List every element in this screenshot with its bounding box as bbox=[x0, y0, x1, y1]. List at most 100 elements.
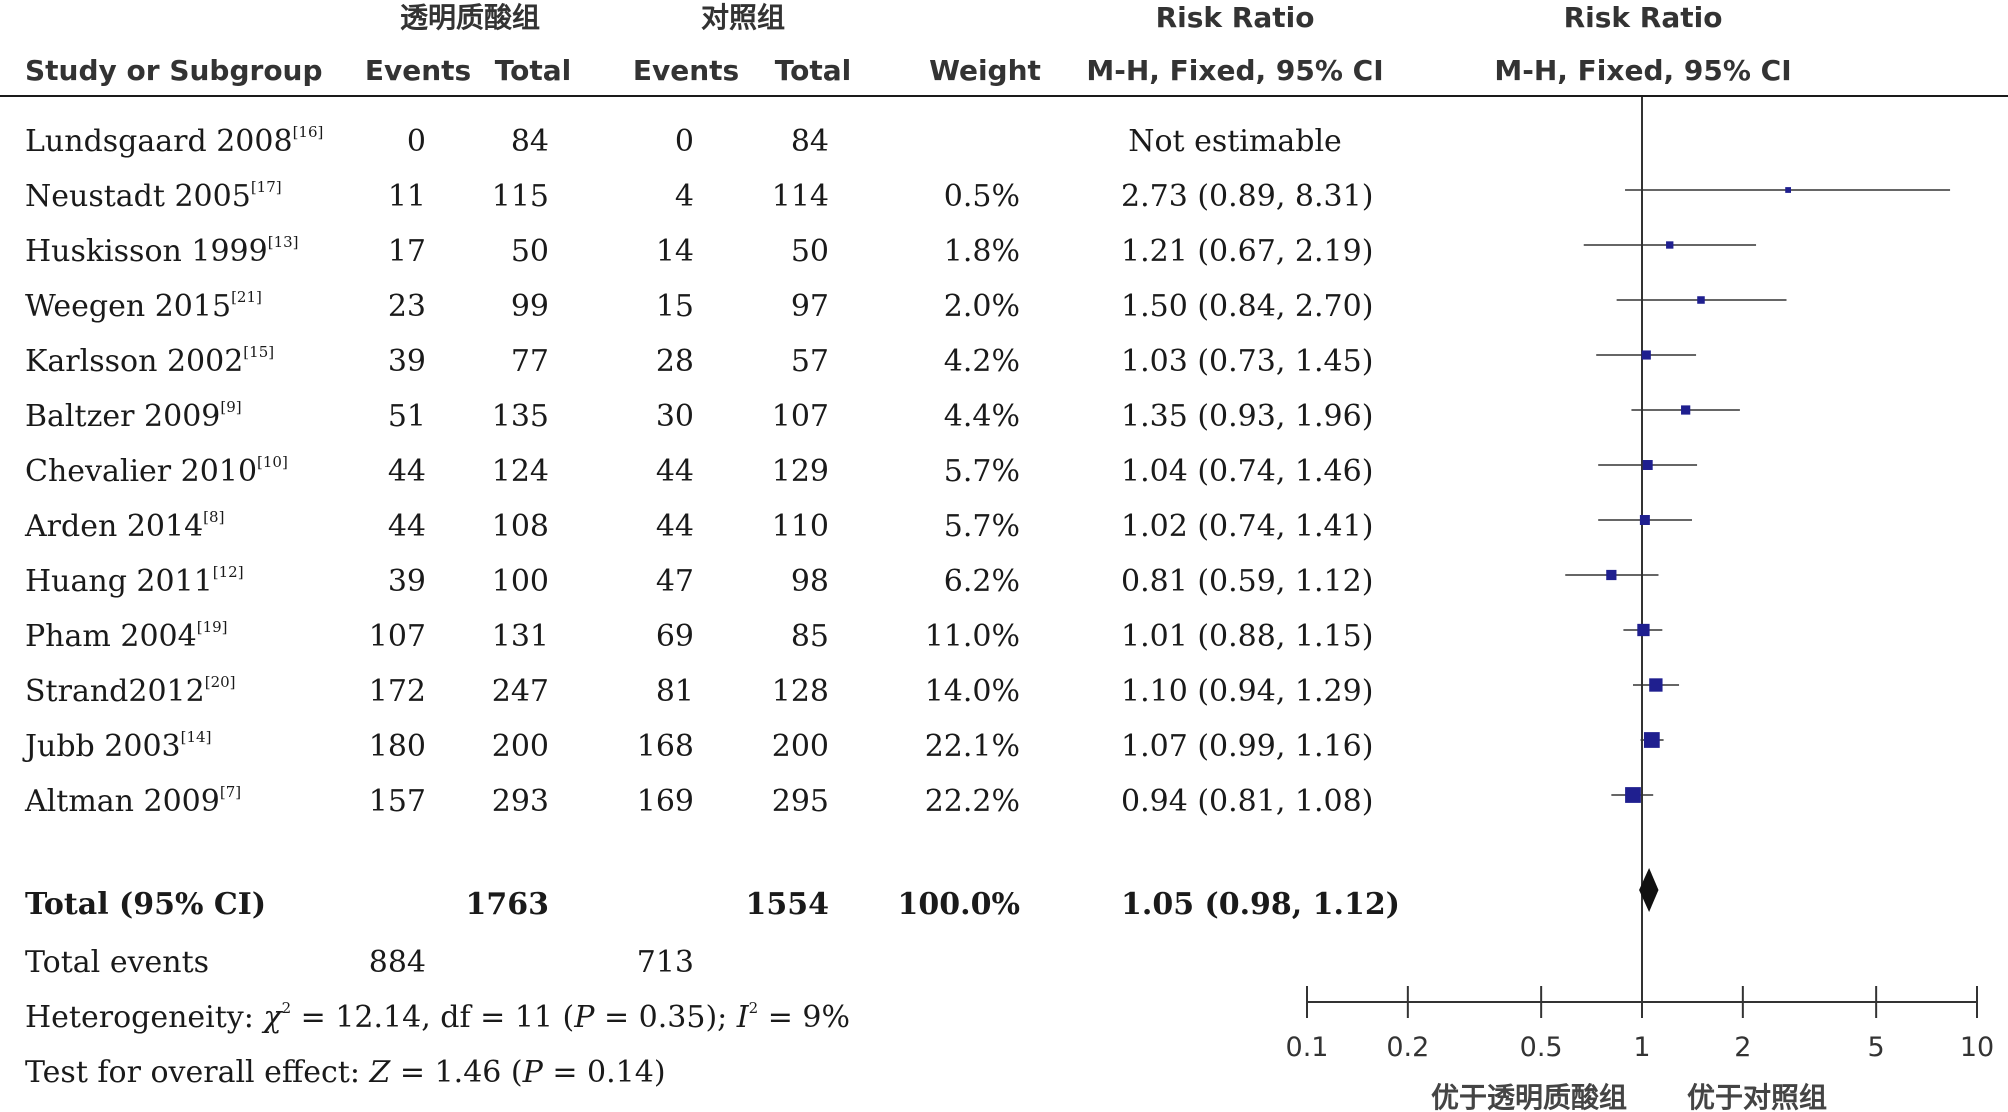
events1-cell: 157 bbox=[368, 784, 426, 819]
risk-ratio-cell: 1.01 (0.88, 1.15) bbox=[1121, 619, 1374, 654]
events1-cell: 44 bbox=[387, 509, 426, 544]
tick-label: 1 bbox=[1633, 1032, 1650, 1063]
reference-number: [14] bbox=[180, 728, 212, 746]
total2-cell: 97 bbox=[790, 289, 829, 324]
total1-header: Total bbox=[494, 54, 572, 87]
total2-cell: 129 bbox=[771, 454, 829, 489]
total2-cell: 98 bbox=[790, 564, 829, 599]
study-header: Study or Subgroup bbox=[25, 54, 323, 87]
risk-ratio-table-header: Risk Ratio bbox=[1155, 1, 1315, 34]
favors-right-label: 优于对照组 bbox=[1687, 1081, 1827, 1112]
study-name: Strand2012[20] bbox=[25, 673, 236, 709]
overall-effect-text: Test for overall effect: Z = 1.46 (P = 0… bbox=[25, 1055, 666, 1090]
weight-cell: 5.7% bbox=[943, 509, 1020, 544]
total1-cell: 84 bbox=[510, 124, 549, 159]
tick-label: 10 bbox=[1960, 1032, 1994, 1063]
events1-cell: 17 bbox=[387, 234, 426, 269]
total2-cell: 84 bbox=[790, 124, 829, 159]
total1-cell: 77 bbox=[510, 344, 549, 379]
study-name: Lundsgaard 2008[16] bbox=[25, 123, 324, 159]
risk-ratio-cell: 1.02 (0.74, 1.41) bbox=[1121, 509, 1374, 544]
total1-cell: 99 bbox=[510, 289, 549, 324]
events2-cell: 28 bbox=[655, 344, 694, 379]
weight-cell: 22.1% bbox=[924, 729, 1020, 764]
events1-header: Events bbox=[364, 54, 472, 87]
risk-ratio-cell: 1.07 (0.99, 1.16) bbox=[1121, 729, 1374, 764]
events2-cell: 81 bbox=[655, 674, 694, 709]
weight-cell: 0.5% bbox=[943, 179, 1020, 214]
group1-header: 透明质酸组 bbox=[399, 1, 541, 34]
heterogeneity-text: Heterogeneity: χ2 = 12.14, df = 11 (P = … bbox=[25, 999, 851, 1035]
effect-square bbox=[1642, 460, 1653, 470]
events1-cell: 51 bbox=[387, 399, 426, 434]
total1-cell: 115 bbox=[491, 179, 549, 214]
effect-square bbox=[1639, 515, 1650, 525]
risk-ratio-cell: Not estimable bbox=[1128, 124, 1342, 159]
events1-cell: 39 bbox=[387, 344, 426, 379]
study-name: Arden 2014[8] bbox=[25, 508, 225, 544]
reference-number: [7] bbox=[219, 783, 242, 801]
study-name: Baltzer 2009[9] bbox=[25, 398, 242, 434]
total2-cell: 50 bbox=[790, 234, 829, 269]
events1-cell: 172 bbox=[368, 674, 426, 709]
total-events-e2: 713 bbox=[636, 945, 694, 980]
reference-number: [9] bbox=[220, 398, 242, 416]
study-name: Huang 2011[12] bbox=[25, 563, 244, 599]
events2-cell: 169 bbox=[636, 784, 694, 819]
total-diamond bbox=[1639, 868, 1659, 912]
weight-cell: 6.2% bbox=[943, 564, 1020, 599]
tick-label: 0.5 bbox=[1520, 1032, 1563, 1063]
study-name: Chevalier 2010[10] bbox=[25, 453, 288, 489]
effect-square bbox=[1637, 623, 1650, 637]
reference-number: [16] bbox=[292, 123, 324, 141]
total2-cell: 107 bbox=[771, 399, 829, 434]
total-t1: 1763 bbox=[465, 887, 550, 922]
risk-ratio-cell: 1.03 (0.73, 1.45) bbox=[1121, 344, 1374, 379]
favors-left-label: 优于透明质酸组 bbox=[1431, 1081, 1627, 1112]
reference-number: [21] bbox=[231, 288, 262, 306]
effect-square bbox=[1606, 569, 1617, 581]
events2-cell: 44 bbox=[655, 509, 694, 544]
total2-cell: 85 bbox=[790, 619, 829, 654]
events1-cell: 0 bbox=[406, 124, 426, 159]
effect-square bbox=[1666, 241, 1674, 249]
study-name: Jubb 2003[14] bbox=[25, 728, 212, 764]
events2-cell: 30 bbox=[655, 399, 694, 434]
total1-cell: 124 bbox=[491, 454, 549, 489]
effect-square bbox=[1641, 350, 1651, 360]
events2-cell: 47 bbox=[655, 564, 694, 599]
group2-header: 对照组 bbox=[700, 1, 786, 34]
events2-cell: 69 bbox=[655, 619, 694, 654]
weight-cell: 5.7% bbox=[943, 454, 1020, 489]
risk-ratio-cell: 0.81 (0.59, 1.12) bbox=[1121, 564, 1374, 599]
effect-square bbox=[1681, 405, 1691, 415]
risk-ratio-cell: 2.73 (0.89, 8.31) bbox=[1121, 179, 1374, 214]
total1-cell: 100 bbox=[491, 564, 549, 599]
study-name: Pham 2004[19] bbox=[25, 618, 228, 654]
total1-cell: 293 bbox=[491, 784, 549, 819]
method-plot-header: M-H, Fixed, 95% CI bbox=[1494, 54, 1792, 87]
risk-ratio-plot-header: Risk Ratio bbox=[1563, 1, 1723, 34]
total2-cell: 200 bbox=[771, 729, 829, 764]
events2-cell: 14 bbox=[655, 234, 694, 269]
total2-cell: 110 bbox=[771, 509, 829, 544]
effect-square bbox=[1643, 732, 1660, 748]
total1-cell: 50 bbox=[510, 234, 549, 269]
study-name: Karlsson 2002[15] bbox=[25, 343, 275, 379]
risk-ratio-cell: 1.10 (0.94, 1.29) bbox=[1121, 674, 1374, 709]
reference-number: [17] bbox=[250, 178, 282, 196]
events1-cell: 39 bbox=[387, 564, 426, 599]
events2-cell: 4 bbox=[674, 179, 694, 214]
events2-cell: 44 bbox=[655, 454, 694, 489]
total2-cell: 57 bbox=[790, 344, 829, 379]
events2-cell: 168 bbox=[636, 729, 694, 764]
weight-cell: 4.4% bbox=[943, 399, 1020, 434]
reference-number: [10] bbox=[257, 453, 288, 471]
events1-cell: 44 bbox=[387, 454, 426, 489]
tick-label: 2 bbox=[1734, 1032, 1751, 1063]
weight-header: Weight bbox=[929, 54, 1041, 87]
weight-cell: 22.2% bbox=[924, 784, 1020, 819]
events1-cell: 11 bbox=[387, 179, 426, 214]
effect-square bbox=[1785, 187, 1791, 193]
risk-ratio-cell: 1.50 (0.84, 2.70) bbox=[1121, 289, 1374, 324]
